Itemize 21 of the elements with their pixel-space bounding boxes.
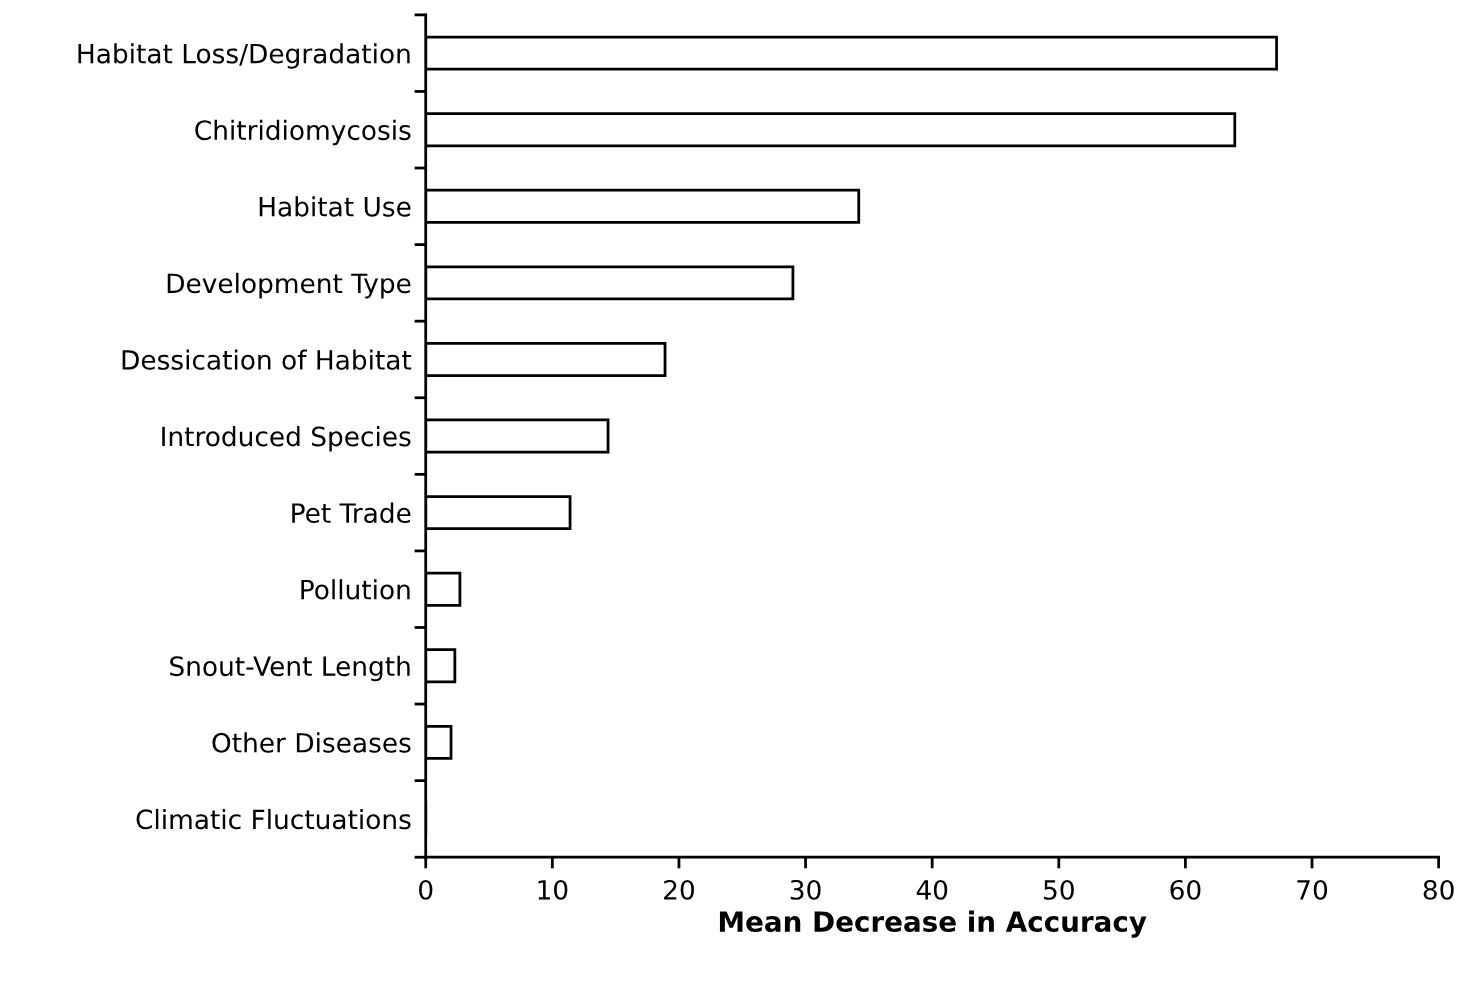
y-tick-label: Dessication of Habitat <box>122 349 412 370</box>
y-tick-label: Other Diseases <box>212 732 411 753</box>
x-tick-label: 20 <box>664 879 694 900</box>
x-tick-label: 60 <box>1170 879 1201 900</box>
x-tick-label: 30 <box>790 879 821 900</box>
x-axis-title: Mean Decrease in Accuracy <box>719 910 1147 938</box>
x-tick-label: 10 <box>538 879 568 900</box>
x-tick-label: 0 <box>419 879 433 900</box>
y-tick-label: Chitridiomycosis <box>195 119 411 146</box>
y-tick-label: Snout-Vent Length <box>170 655 410 682</box>
y-tick-label: Introduced Species <box>162 426 411 452</box>
y-tick-label: Habitat Use <box>259 196 411 217</box>
y-tick-label: Habitat Loss/Degradation <box>78 43 410 69</box>
x-tick-label: 50 <box>1044 879 1074 900</box>
y-tick-label: Pollution <box>301 579 410 600</box>
x-tick-label: 70 <box>1297 879 1328 900</box>
y-tick-label: Pet Trade <box>292 502 411 524</box>
x-tick-label: 80 <box>1423 879 1454 900</box>
y-tick-label: Climatic Fluctuations <box>136 808 411 830</box>
y-tick-label: Development Type <box>167 272 411 299</box>
x-tick-label: 40 <box>916 879 948 900</box>
